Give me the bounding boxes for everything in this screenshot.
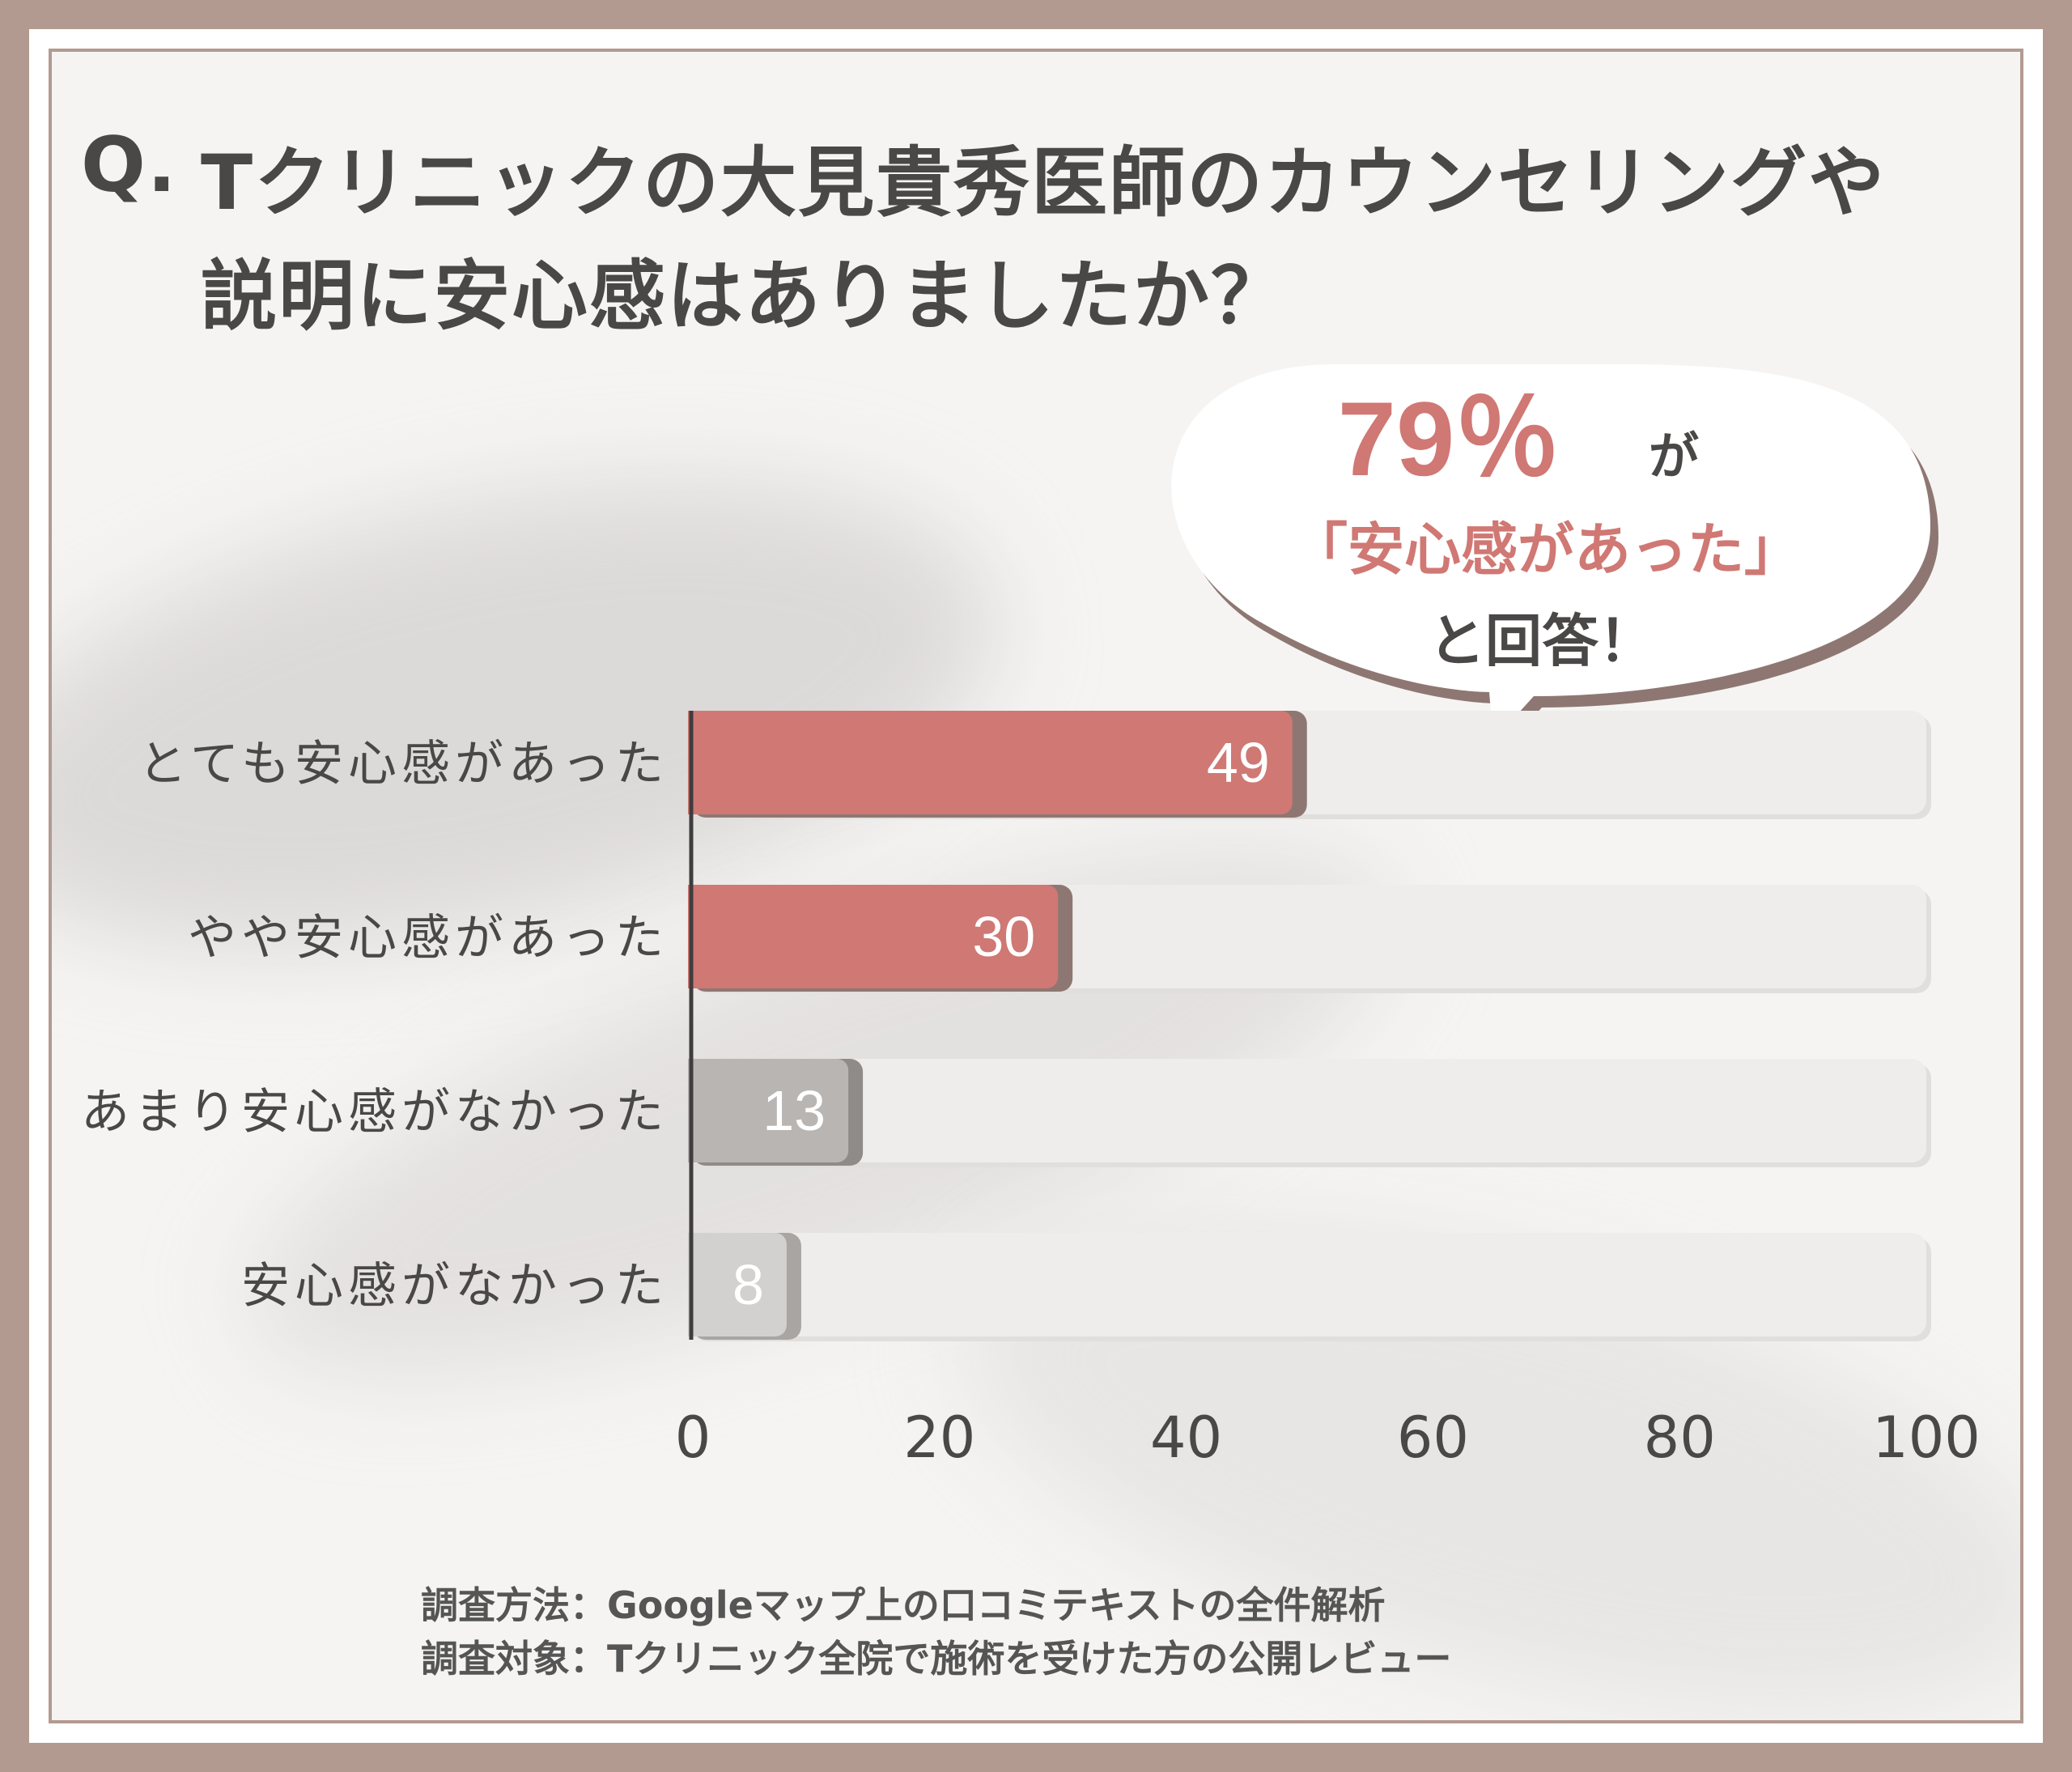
- x-tick-label: 60: [1397, 1404, 1469, 1471]
- bar: [688, 711, 1293, 814]
- value-label: 49: [1207, 731, 1270, 794]
- x-axis-tick-labels: 0 20 40 60 80 100: [675, 1404, 1981, 1471]
- callout-percent: 79％: [1338, 380, 1560, 498]
- bar: [688, 885, 1059, 988]
- bars: [688, 711, 1307, 1340]
- value-label: 8: [732, 1253, 764, 1316]
- question-prefix: Q.: [81, 121, 178, 210]
- bar: [688, 1233, 787, 1336]
- footnote-method: 調査方法：Googleマップ上の口コミテキストの全件解析: [421, 1583, 1386, 1627]
- category-label: やや安心感があった: [188, 910, 669, 967]
- callout-ending: と回答！: [1429, 608, 1655, 674]
- value-labels: 49 30 13 8: [732, 731, 1270, 1316]
- footnote-target: 調査対象：Tクリニック全院で施術を受けた方の公開レビュー: [421, 1637, 1452, 1681]
- x-tick-label: 80: [1644, 1404, 1716, 1471]
- value-label: 13: [762, 1079, 826, 1142]
- category-label: とても安心感があった: [138, 736, 669, 793]
- question-line-1: Tクリニックの大見貴秀医師のカウンセリングや: [201, 139, 1887, 227]
- bar: [688, 1059, 849, 1162]
- callout-quote: 「安心感があった」: [1291, 516, 1801, 583]
- bar-track: [693, 1233, 1926, 1336]
- question-title: Q. Tクリニックの大見貴秀医師のカウンセリングや 説明に安心感はありましたか？: [0, 0, 2072, 341]
- footnote: 調査方法：Googleマップ上の口コミテキストの全件解析 調査対象：Tクリニック…: [421, 1579, 1451, 1685]
- category-label: 安心感がなかった: [241, 1258, 669, 1315]
- category-label: あまり安心感がなかった: [81, 1084, 669, 1141]
- value-label: 30: [972, 905, 1035, 968]
- question-line-2: 説明に安心感はありましたか？: [201, 253, 1289, 341]
- x-tick-label: 0: [675, 1404, 711, 1471]
- speech-bubble: [1171, 364, 1938, 752]
- x-tick-label: 40: [1150, 1404, 1222, 1471]
- x-tick-label: 100: [1872, 1404, 1981, 1471]
- bar-track: [693, 1059, 1926, 1162]
- x-tick-label: 20: [903, 1404, 975, 1471]
- callout-suffix: が: [1649, 427, 1699, 486]
